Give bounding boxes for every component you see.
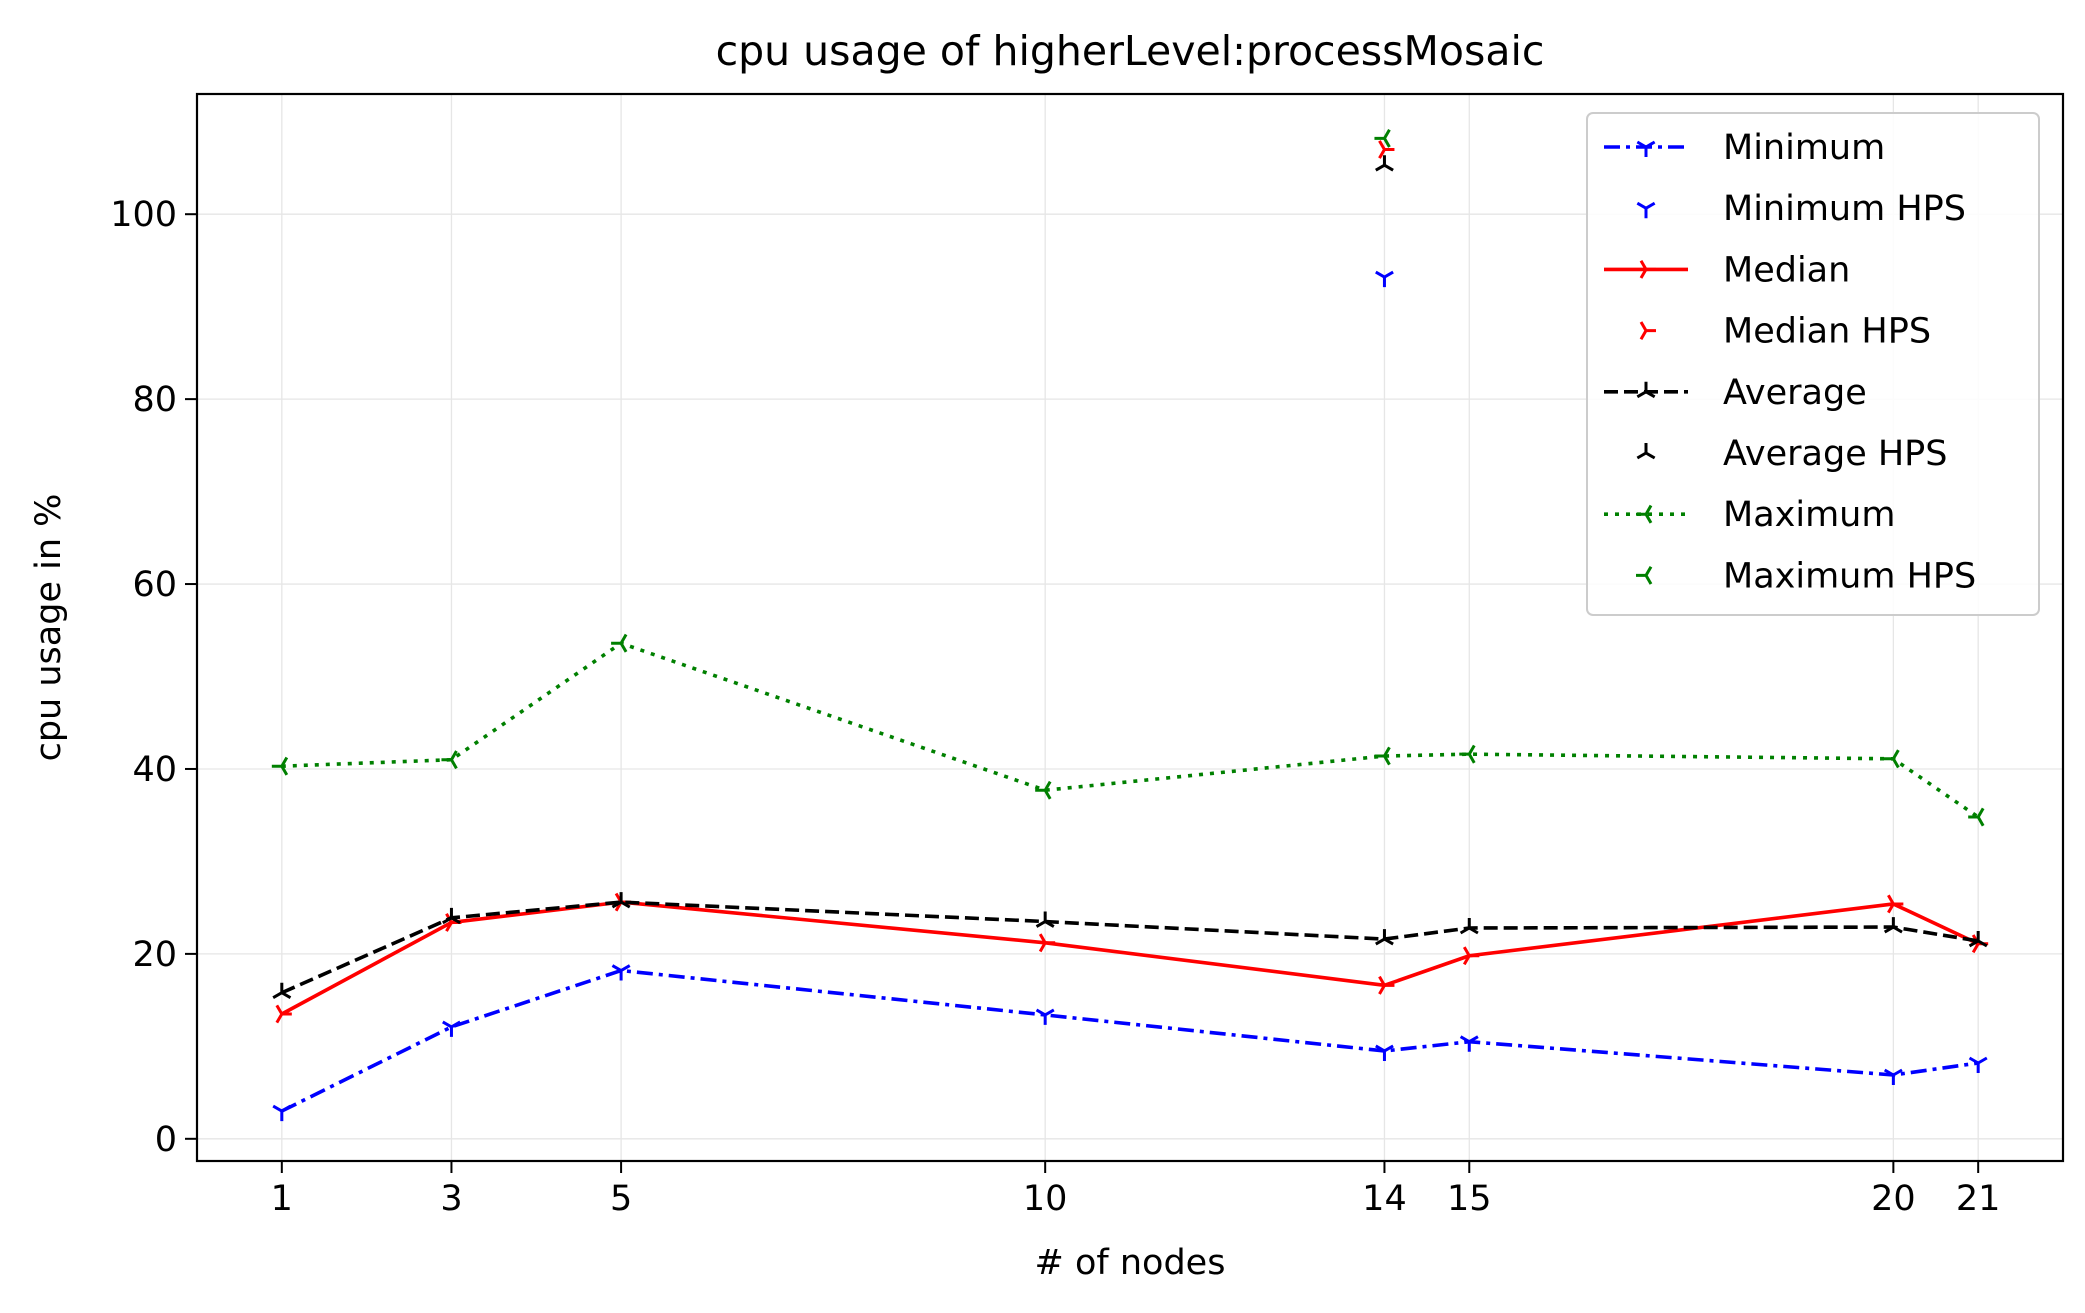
data-point: [1968, 1056, 1988, 1073]
legend-label: Median HPS: [1723, 312, 1931, 352]
data-point: [1883, 917, 1903, 934]
x-tick-label: 10: [1023, 1179, 1068, 1219]
data-point: [275, 1004, 292, 1024]
series-median-hps: [1378, 140, 1395, 159]
data-point: [1375, 270, 1394, 288]
data-point: [611, 892, 631, 909]
legend-item: Average: [1604, 373, 1867, 413]
chart-title: cpu usage of higherLevel:processMosaic: [716, 27, 1545, 75]
legend-item: Maximum HPS: [1636, 556, 1976, 596]
x-tick-label: 15: [1447, 1179, 1492, 1219]
legend-marker: [1636, 504, 1653, 524]
data-point: [1375, 155, 1394, 172]
data-point: [1374, 746, 1391, 766]
data-point: [1035, 1008, 1055, 1025]
series-maximum: [271, 633, 1985, 827]
axis-ticks: 1 3 5 10 14 15 20 21 0 20 40 60 80 100: [110, 195, 2000, 1219]
x-tick-label: 21: [1956, 1179, 2001, 1219]
legend-marker: [1636, 140, 1656, 157]
x-tick-label: 14: [1362, 1179, 1407, 1219]
x-tick-label: 20: [1871, 1179, 1916, 1219]
data-point: [1968, 807, 1985, 827]
series-line: [280, 900, 1979, 1016]
data-point: [442, 907, 461, 925]
series-minimum: [272, 964, 1988, 1122]
data-point: [1035, 911, 1055, 928]
legend-label: Minimum HPS: [1723, 189, 1966, 229]
y-tick-label: 20: [132, 935, 177, 975]
legend-label: Median: [1723, 250, 1850, 290]
legend-item: Minimum HPS: [1636, 189, 1966, 229]
data-point: [1887, 894, 1904, 914]
data-point: [442, 1020, 461, 1037]
y-tick-label: 60: [132, 565, 177, 605]
data-point: [1459, 1035, 1479, 1052]
data-point: [271, 756, 289, 776]
legend-marker: [1636, 443, 1656, 460]
y-tick-label: 40: [132, 750, 177, 790]
series-maximum-hps: [1374, 128, 1391, 148]
series-line: [281, 968, 1979, 1113]
y-tick-label: 80: [132, 380, 177, 420]
legend-marker: [1636, 565, 1653, 585]
data-point: [272, 1104, 292, 1122]
data-point: [1375, 1044, 1394, 1061]
plot-frame: [195, 92, 2065, 1163]
series-median: [275, 892, 1989, 1024]
y-tick-label: 0: [155, 1120, 177, 1160]
series-layer: [271, 128, 1989, 1122]
series-line: [281, 900, 1979, 995]
series-minimum-hps: [1375, 270, 1394, 288]
data-point: [611, 964, 631, 981]
legend-label: Maximum: [1723, 495, 1895, 535]
data-point: [272, 982, 292, 1000]
data-point: [1374, 128, 1391, 148]
data-point: [1459, 744, 1476, 764]
data-point: [1462, 946, 1480, 966]
data-point: [1883, 749, 1900, 769]
legend-marker: [1639, 321, 1656, 341]
legend-label: Maximum HPS: [1723, 556, 1976, 596]
legend-marker: [1636, 201, 1656, 219]
legend-item: Median: [1604, 250, 1850, 290]
legend-marker: [1636, 381, 1656, 399]
legend-label: Minimum: [1723, 128, 1885, 168]
data-point: [441, 750, 458, 770]
x-tick-label: 5: [610, 1179, 632, 1219]
legend-box: [1586, 112, 2040, 616]
series-average-hps: [1375, 155, 1394, 172]
legend-label: Average HPS: [1723, 434, 1948, 474]
legend-item: Minimum: [1604, 128, 1885, 168]
series-average: [272, 892, 1988, 1000]
legend-item: Maximum: [1604, 495, 1895, 535]
data-point: [1459, 918, 1479, 935]
data-point: [1038, 933, 1056, 953]
data-point: [1035, 780, 1052, 800]
data-point: [1378, 975, 1395, 995]
legend-item: Average HPS: [1636, 434, 1948, 474]
data-point: [1968, 930, 1988, 948]
y-tick-label: 100: [110, 195, 177, 235]
legend-marker: [1639, 259, 1656, 279]
y-axis-label: cpu usage in %: [29, 494, 69, 762]
x-axis-label: # of nodes: [1035, 1243, 1226, 1283]
data-point: [611, 633, 628, 653]
legend-item: Median HPS: [1639, 312, 1931, 352]
x-tick-label: 1: [271, 1179, 293, 1219]
data-point: [1883, 1068, 1903, 1086]
data-point: [1378, 140, 1395, 159]
x-tick-label: 3: [440, 1179, 462, 1219]
data-point: [1375, 929, 1394, 946]
legend: Minimum Minimum HPS Median Median HPS Averag…: [1586, 112, 2040, 616]
legend-label: Average: [1723, 373, 1867, 413]
